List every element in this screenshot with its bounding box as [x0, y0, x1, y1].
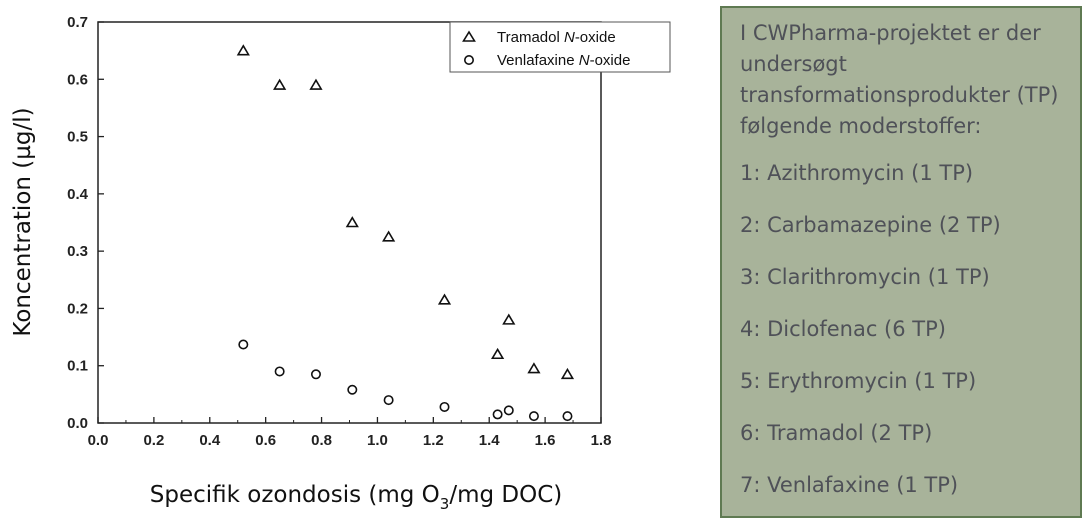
- x-tick-label: 1.0: [367, 432, 388, 449]
- y-axis-title: Koncentration (µg/l): [10, 107, 36, 336]
- x-tick-label: 0.6: [255, 432, 276, 449]
- legend-label-tramadol: Tramadol N-oxide: [497, 29, 616, 46]
- legend-label-venlafaxine: Venlafaxine N-oxide: [497, 52, 630, 69]
- venlafaxine-n-oxide-point: [383, 395, 394, 406]
- venlafaxine-n-oxide-point: [503, 405, 514, 416]
- data-points: [236, 44, 575, 422]
- legend-triangle-marker: [462, 30, 476, 42]
- x-tick-label: 0.0: [88, 432, 109, 449]
- venlafaxine-n-oxide-point: [347, 384, 358, 395]
- info-box: I CWPharma-projektet er der undersøgt tr…: [720, 6, 1082, 518]
- y-tick-label: 0.2: [67, 300, 88, 317]
- venlafaxine-n-oxide-point: [492, 409, 503, 420]
- tramadol-n-oxide-point: [236, 44, 250, 56]
- info-intro: I CWPharma-projektet er der undersøgt tr…: [740, 21, 1059, 138]
- tramadol-n-oxide-point: [560, 367, 575, 380]
- tramadol-n-oxide-point: [502, 313, 516, 325]
- tramadol-n-oxide-point: [491, 347, 505, 360]
- y-tick-label: 0.3: [67, 243, 88, 260]
- x-axis: 0.0 0.2 0.4 0.6 0.8 1.0 1.2 1.4 1.6 1.8: [88, 417, 612, 449]
- tramadol-n-oxide-point: [437, 293, 452, 305]
- tramadol-n-oxide-point: [273, 78, 287, 90]
- info-item: 3: Clarithromycin (1 TP): [740, 265, 990, 289]
- x-axis-title: Specifik ozondosis (mg O3/mg DOC): [150, 482, 563, 513]
- y-tick-label: 0.4: [67, 186, 89, 203]
- venlafaxine-n-oxide-point: [274, 366, 285, 377]
- venlafaxine-n-oxide-point: [310, 369, 321, 380]
- legend: Tramadol N-oxide Venlafaxine N-oxide: [449, 21, 671, 73]
- info-item: 2: Carbamazepine (2 TP): [740, 213, 1001, 237]
- x-tick-label: 1.6: [535, 432, 556, 449]
- y-tick-label: 0.7: [67, 14, 88, 31]
- legend-box: [449, 21, 671, 73]
- info-item: 7: Venlafaxine (1 TP): [740, 473, 959, 497]
- tramadol-n-oxide-point: [527, 362, 541, 374]
- venlafaxine-n-oxide-point: [238, 339, 249, 350]
- legend-circle-marker: [463, 54, 474, 65]
- venlafaxine-n-oxide-point: [528, 411, 539, 422]
- y-tick-label: 0.6: [67, 71, 88, 88]
- scatter-chart: 0.0 0.1 0.2 0.3 0.4 0.5 0.6 0.7 0.0 0.2 0.4 0.6 0.8…: [10, 14, 671, 513]
- venlafaxine-n-oxide-point: [439, 401, 450, 412]
- info-item: 6: Tramadol (2 TP): [740, 421, 933, 445]
- x-tick-label: 1.8: [591, 432, 612, 449]
- y-tick-label: 0.1: [67, 358, 88, 375]
- info-item: 5: Erythromycin (1 TP): [740, 369, 977, 393]
- venlafaxine-n-oxide-point: [562, 411, 573, 422]
- tramadol-n-oxide-point: [345, 216, 359, 228]
- tramadol-n-oxide-point: [309, 78, 323, 90]
- info-item: 4: Diclofenac (6 TP): [740, 317, 946, 341]
- x-tick-label: 1.4: [479, 432, 501, 449]
- x-tick-label: 0.2: [143, 432, 164, 449]
- y-axis: 0.0 0.1 0.2 0.3 0.4 0.5 0.6 0.7: [67, 14, 104, 432]
- tramadol-n-oxide-point: [382, 230, 396, 242]
- x-tick-label: 0.4: [199, 432, 221, 449]
- x-tick-label: 0.8: [311, 432, 332, 449]
- y-tick-label: 0.0: [67, 415, 88, 432]
- x-tick-label: 1.2: [423, 432, 444, 449]
- info-item: 1: Azithromycin (1 TP): [740, 161, 974, 185]
- y-tick-label: 0.5: [67, 129, 88, 146]
